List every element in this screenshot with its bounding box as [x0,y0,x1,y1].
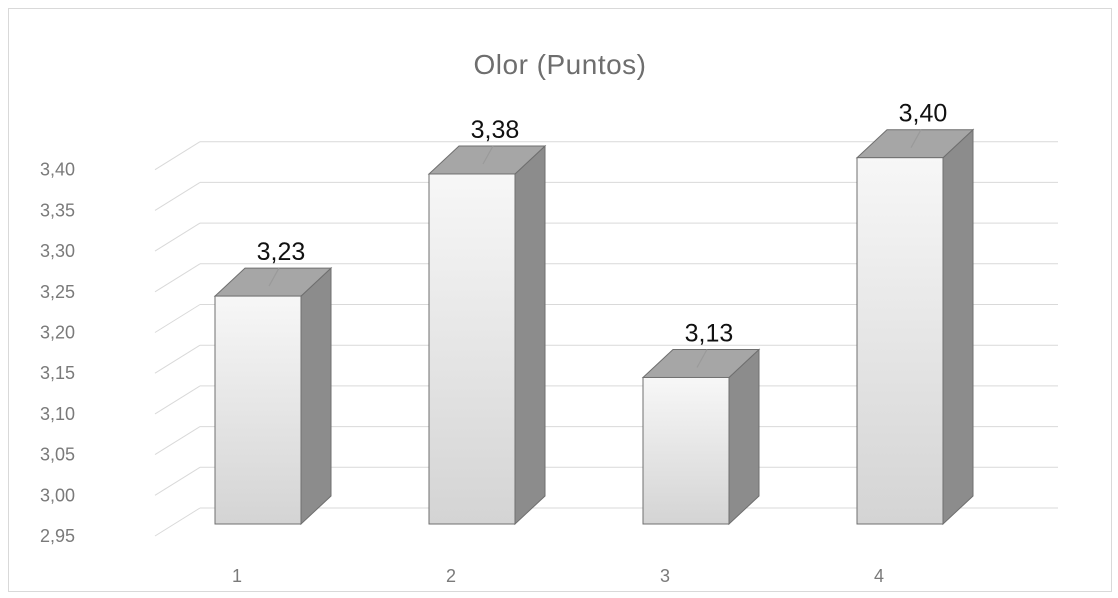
y-tick-label: 3,15 [40,363,75,383]
bar-front [856,157,944,525]
gridline-diagonal [154,507,201,537]
data-label: 3,23 [257,238,306,266]
data-label: 3,38 [471,116,520,144]
gridline-diagonal [154,304,201,333]
bar-side [942,128,974,526]
x-tick-label: 1 [232,566,242,586]
bar-side [728,348,760,526]
gridline-diagonal [154,141,201,171]
y-tick-label: 2,95 [40,526,75,546]
y-tick-label: 3,40 [40,160,75,180]
data-label-leader [696,349,708,368]
y-tick-label: 3,05 [40,445,75,465]
x-tick-label: 3 [660,566,670,586]
y-tick-label: 3,25 [40,282,75,302]
bar-side [300,266,332,526]
gridline-diagonal [154,344,201,374]
bar-2 [427,144,547,526]
x-tick-label: 4 [874,566,884,586]
data-label-leader [268,267,280,287]
bar-front [428,173,516,525]
bar-front [642,376,730,525]
bar-1 [213,266,333,526]
y-tick-label: 3,20 [40,323,75,343]
gridline-diagonal [154,222,201,252]
y-tick-label: 3,30 [40,241,75,261]
data-label-leader [482,145,494,165]
y-tick-label: 3,00 [40,485,75,505]
data-label: 3,13 [685,319,734,347]
gridline-diagonal [154,385,201,415]
gridline-diagonal [154,181,201,211]
gridline-diagonal [154,466,201,496]
bar-side [514,144,546,526]
y-tick-label: 3,35 [40,200,75,220]
bar-3 [641,348,761,526]
data-label-leader [910,129,922,148]
y-tick-label: 3,10 [40,404,75,424]
bar-4 [855,128,975,526]
chart-title: Olor (Puntos) [473,49,647,80]
gridline-diagonal [154,263,201,293]
data-label: 3,40 [899,100,948,128]
gridline-diagonal [154,426,201,456]
bar-front [214,295,302,525]
x-tick-label: 2 [446,566,456,586]
